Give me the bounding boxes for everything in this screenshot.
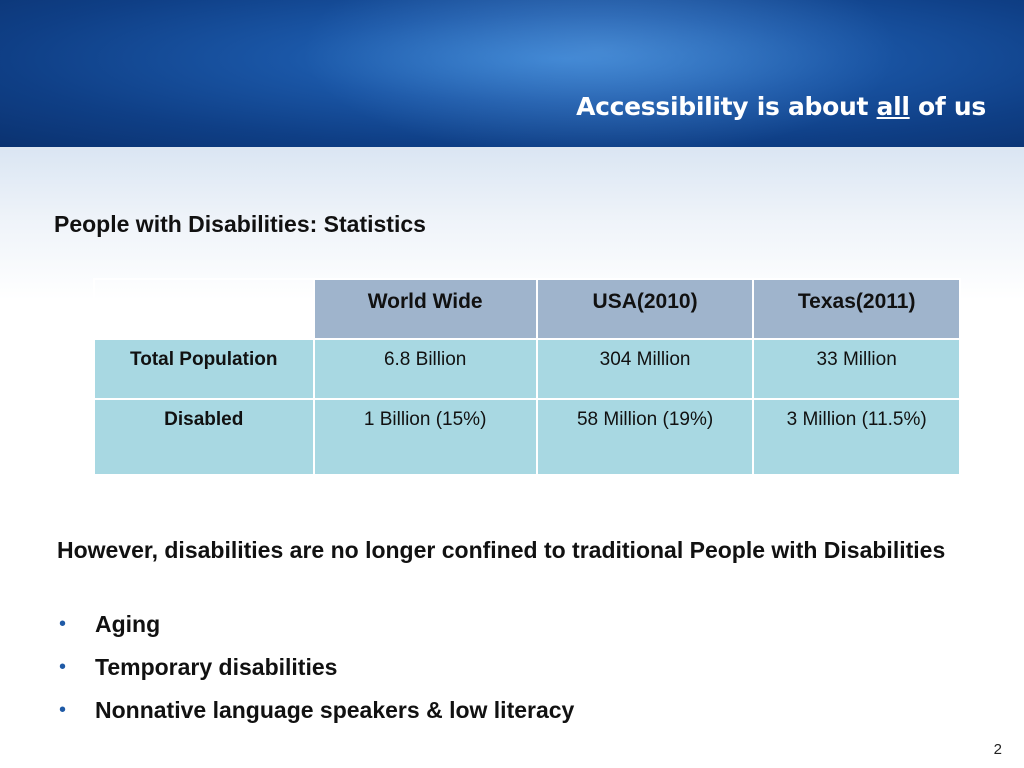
bullet-icon: • — [59, 656, 67, 678]
list-item-text: Nonnative language speakers & low litera… — [95, 697, 575, 723]
table-cell: 6.8 Billion — [312, 338, 538, 400]
table-cell: 304 Million — [535, 338, 755, 400]
row-header-total-population: Total Population — [93, 338, 315, 400]
background-fade — [0, 150, 1024, 300]
table-header-row: World Wide USA(2010) Texas(2011) — [93, 278, 961, 340]
list-item-text: Aging — [95, 611, 161, 637]
list-item: • Nonnative language speakers & low liter… — [57, 690, 574, 733]
list-item: • Aging — [57, 604, 574, 647]
title-underlined-word: all — [876, 92, 910, 121]
column-header-texas: Texas(2011) — [752, 278, 961, 340]
table-corner-cell — [93, 278, 315, 340]
table-cell: 33 Million — [752, 338, 961, 400]
slide-title: Accessibility is about all of us — [576, 92, 986, 121]
section-heading: People with Disabilities: Statistics — [54, 211, 426, 237]
title-part-after: of us — [909, 92, 986, 121]
list-item-text: Temporary disabilities — [95, 654, 338, 680]
header-glow — [300, 0, 900, 147]
title-part-before: Accessibility is about — [576, 92, 877, 121]
table-row: Total Population 6.8 Billion 304 Million… — [93, 338, 961, 400]
list-item: • Temporary disabilities — [57, 647, 574, 690]
bullet-list: • Aging • Temporary disabilities • Nonnativ… — [57, 604, 574, 733]
table-cell: 58 Million (19%) — [535, 398, 755, 476]
row-header-disabled: Disabled — [93, 398, 315, 476]
bullet-icon: • — [59, 613, 67, 635]
page-number: 2 — [993, 741, 1002, 758]
table-cell: 3 Million (11.5%) — [752, 398, 961, 476]
body-paragraph: However, disabilities are no longer conf… — [57, 537, 946, 563]
bullet-icon: • — [59, 699, 67, 721]
column-header-world-wide: World Wide — [312, 278, 538, 340]
column-header-usa: USA(2010) — [535, 278, 755, 340]
header-divider — [0, 147, 1024, 150]
slide-header: Accessibility is about all of us — [0, 0, 1024, 147]
table-cell: 1 Billion (15%) — [312, 398, 538, 476]
table-row: Disabled 1 Billion (15%) 58 Million (19%… — [93, 398, 961, 476]
statistics-table: World Wide USA(2010) Texas(2011) Total P… — [93, 278, 961, 476]
